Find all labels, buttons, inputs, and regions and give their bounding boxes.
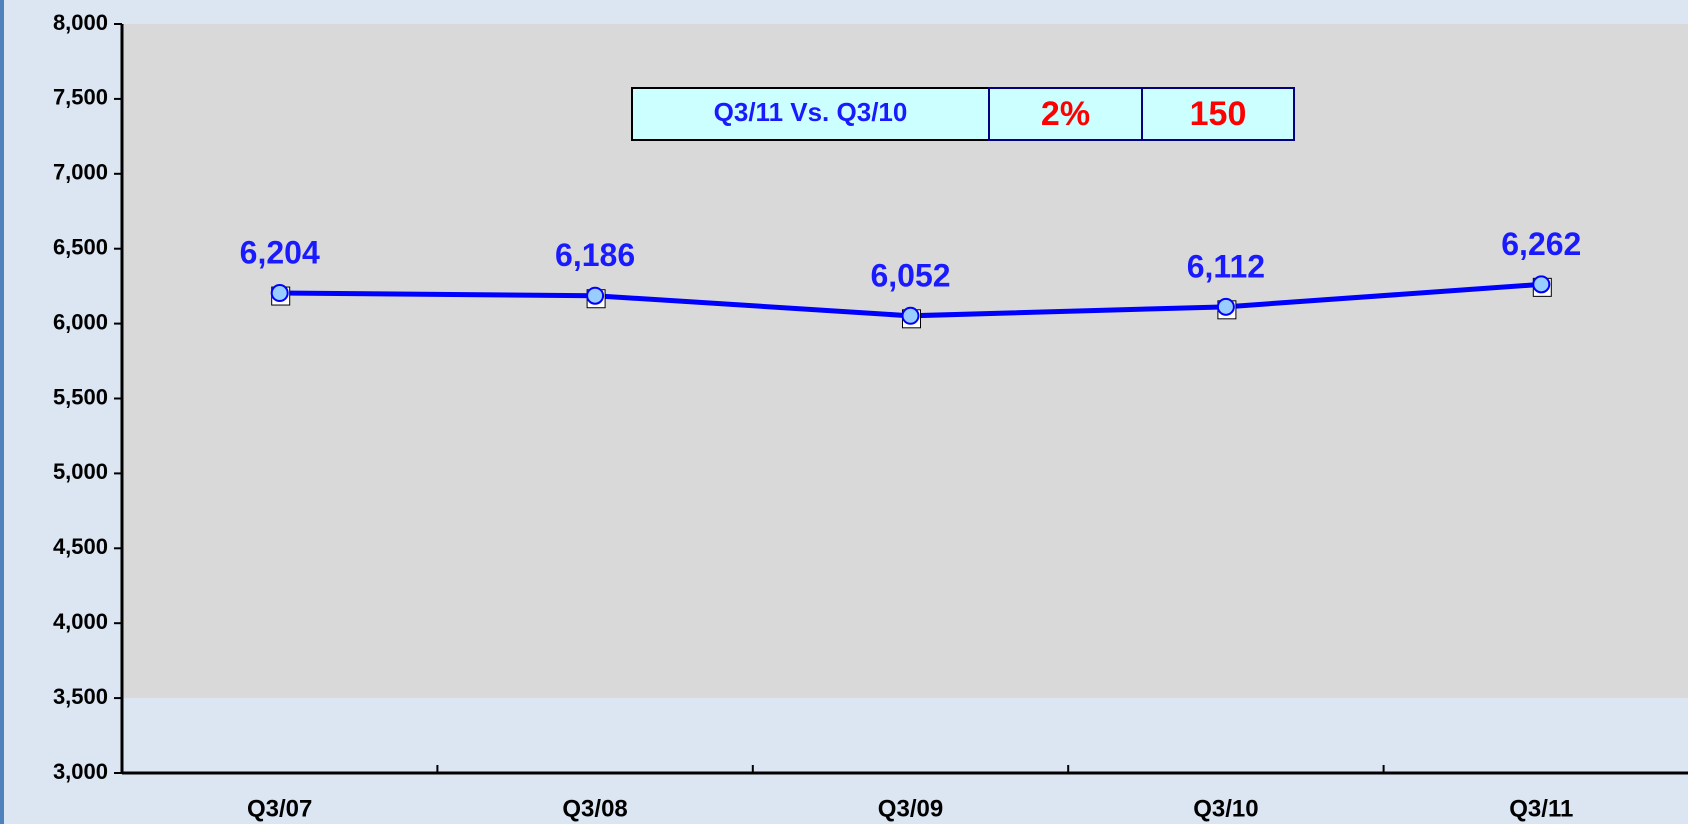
data-label: 6,052 (870, 257, 950, 293)
comparison-value: 150 (1190, 95, 1247, 133)
data-label: 6,262 (1501, 226, 1581, 262)
y-tick-label: 8,000 (53, 10, 108, 35)
data-label: 6,204 (240, 234, 320, 270)
comparison-cell (988, 87, 1143, 141)
comparison-value: 2% (1041, 95, 1090, 133)
y-tick-label: 5,000 (53, 459, 108, 484)
y-tick-label: 4,500 (53, 534, 108, 559)
y-tick-label: 3,500 (53, 684, 108, 709)
marker (586, 286, 605, 305)
y-tick-label: 7,500 (53, 85, 108, 110)
y-tick-label: 7,000 (53, 160, 108, 185)
left-edge (0, 0, 4, 824)
x-tick-label: Q3/07 (247, 795, 312, 822)
y-tick-label: 5,500 (53, 384, 108, 409)
marker (1532, 275, 1551, 294)
comparison-cell (631, 87, 990, 141)
marker (270, 284, 289, 303)
y-tick-label: 6,500 (53, 235, 108, 260)
x-tick-label: Q3/08 (562, 795, 627, 822)
data-label: 6,186 (555, 237, 635, 273)
x-tick-label: Q3/09 (878, 795, 943, 822)
y-tick-label: 6,000 (53, 309, 108, 334)
y-tick-label: 3,000 (53, 759, 108, 784)
y-tick-label: 4,000 (53, 609, 108, 634)
marker (901, 306, 920, 325)
data-label: 6,112 (1187, 248, 1265, 284)
x-tick-label: Q3/10 (1193, 795, 1258, 822)
x-tick-label: Q3/11 (1509, 795, 1573, 822)
comparison-label: Q3/11 Vs. Q3/10 (714, 97, 908, 127)
comparison-cell (1141, 87, 1295, 141)
marker (1216, 297, 1235, 316)
